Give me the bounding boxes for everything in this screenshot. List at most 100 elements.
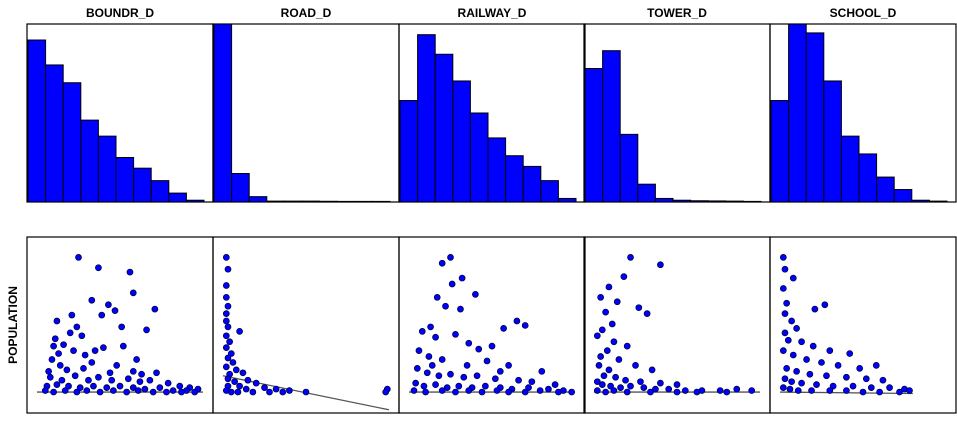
data-point — [427, 323, 434, 331]
data-point — [178, 388, 185, 396]
data-point — [231, 378, 238, 386]
data-point — [605, 366, 613, 374]
data-point — [119, 342, 127, 350]
data-point — [623, 388, 631, 396]
data-point — [448, 280, 456, 288]
data-point — [813, 381, 820, 388]
data-point — [224, 375, 232, 383]
data-point — [781, 329, 789, 337]
data-point — [843, 373, 850, 381]
data-point — [781, 310, 789, 317]
data-point — [420, 382, 428, 390]
data-point — [809, 342, 817, 350]
data-point — [652, 385, 659, 393]
data-point — [598, 381, 606, 388]
data-point — [475, 345, 483, 353]
data-point — [693, 388, 701, 396]
data-point — [808, 387, 815, 394]
data-point — [302, 388, 310, 396]
data-point — [457, 305, 464, 313]
data-point — [603, 347, 611, 354]
column-title-tower-d: TOWER_D — [647, 6, 707, 20]
data-point — [229, 359, 237, 366]
data-point — [438, 259, 446, 267]
data-point — [834, 362, 842, 369]
data-point — [496, 367, 504, 375]
data-point — [224, 265, 232, 273]
data-point — [413, 365, 421, 372]
data-point — [433, 293, 441, 301]
data-point — [673, 381, 681, 388]
data-point — [176, 382, 184, 390]
data-point — [73, 388, 81, 396]
data-point — [488, 342, 496, 350]
data-point — [748, 387, 756, 394]
data-point — [164, 379, 172, 387]
scatter-panel-railway-d — [398, 236, 586, 414]
histogram-bar — [584, 68, 604, 203]
data-point — [53, 317, 61, 325]
data-point — [615, 356, 623, 363]
data-point — [793, 367, 800, 375]
histogram-bar — [619, 133, 639, 203]
data-point — [156, 384, 164, 391]
data-point — [410, 387, 418, 394]
column-title-road-d: ROAD_D — [281, 6, 332, 20]
data-point — [141, 385, 149, 393]
data-point — [129, 289, 137, 297]
data-point — [789, 351, 797, 359]
data-point — [56, 362, 64, 369]
data-point — [224, 354, 232, 362]
data-point — [849, 382, 857, 390]
data-point — [545, 385, 552, 393]
data-point — [129, 367, 137, 375]
data-point — [515, 376, 522, 384]
histogram-bar — [770, 100, 790, 203]
data-point — [76, 384, 84, 391]
data-point — [803, 356, 810, 363]
data-point — [96, 388, 104, 396]
data-point — [110, 387, 117, 394]
data-point — [872, 362, 880, 369]
data-point — [521, 388, 529, 396]
histogram-bar — [213, 23, 233, 203]
histogram-bar — [487, 137, 507, 203]
data-point — [593, 378, 601, 386]
histogram-bar — [840, 135, 860, 203]
data-point — [443, 384, 451, 391]
data-point — [226, 338, 233, 346]
data-point — [843, 387, 850, 394]
data-point — [435, 372, 443, 380]
data-point — [70, 347, 77, 354]
data-point — [896, 388, 903, 396]
data-point — [637, 378, 644, 386]
data-point — [617, 384, 624, 391]
data-point — [593, 387, 601, 394]
data-point — [286, 387, 293, 394]
histogram-bar — [27, 39, 47, 203]
data-point — [627, 382, 634, 390]
data-point — [473, 372, 481, 380]
data-point — [118, 323, 126, 331]
data-point — [465, 339, 473, 347]
data-point — [528, 378, 536, 386]
data-point — [153, 369, 160, 377]
data-point — [500, 325, 507, 332]
data-point — [647, 388, 654, 396]
data-point — [460, 373, 468, 381]
data-point — [412, 379, 419, 387]
data-point — [88, 359, 96, 366]
data-point — [781, 375, 789, 383]
data-point — [859, 388, 867, 396]
histogram-bar — [248, 196, 268, 203]
y-axis-label: POPULATION — [6, 286, 20, 364]
histogram-panel-school-d — [769, 23, 957, 203]
data-point — [249, 388, 257, 396]
data-point — [143, 326, 150, 334]
data-point — [779, 285, 787, 292]
data-point — [239, 369, 247, 377]
data-point — [55, 350, 62, 357]
data-point — [169, 387, 177, 394]
data-point — [640, 384, 648, 391]
data-point — [493, 387, 501, 394]
